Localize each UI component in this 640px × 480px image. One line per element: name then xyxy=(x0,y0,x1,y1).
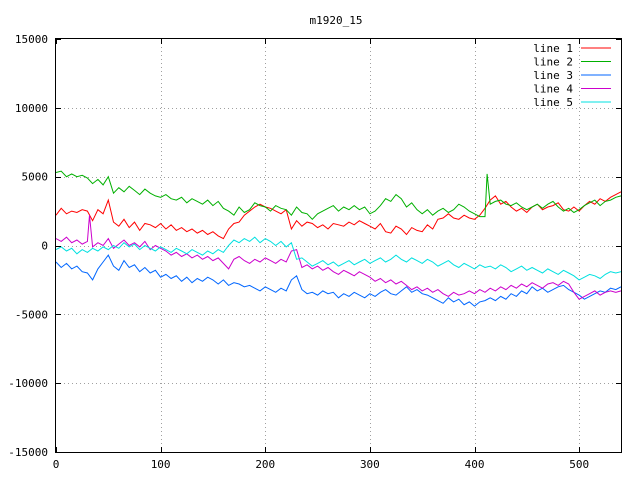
axis-ticks: 0 100 200 300 400 500 -15000 -10000 -5000 0 5000 10… xyxy=(8,33,621,471)
legend-label: line 2 xyxy=(533,56,573,69)
series-line-4 xyxy=(55,215,622,300)
series-group xyxy=(55,170,622,307)
series-line-1 xyxy=(55,191,622,240)
y-tick-label: 0 xyxy=(41,240,48,253)
x-tick-label: 0 xyxy=(53,458,60,471)
y-tick-label: -5000 xyxy=(15,308,48,321)
legend-label: line 4 xyxy=(533,83,573,96)
legend-label: line 3 xyxy=(533,69,573,82)
plot-frame xyxy=(55,38,622,453)
y-tick-label: 5000 xyxy=(22,171,49,184)
legend-label: line 1 xyxy=(533,42,573,55)
y-tick-label: 10000 xyxy=(15,102,48,115)
grid xyxy=(56,39,621,452)
x-tick-label: 300 xyxy=(360,458,380,471)
series-line-5 xyxy=(55,236,622,281)
y-tick-label: 15000 xyxy=(15,33,48,46)
x-tick-label: 500 xyxy=(569,458,589,471)
legend-label: line 5 xyxy=(533,96,573,109)
chart-title: m1920_15 xyxy=(310,14,363,27)
y-tick-label: -10000 xyxy=(8,377,48,390)
x-tick-label: 100 xyxy=(151,458,171,471)
x-tick-label: 400 xyxy=(465,458,485,471)
series-line-2 xyxy=(55,170,622,221)
y-tick-label: -15000 xyxy=(8,446,48,459)
x-tick-label: 200 xyxy=(255,458,275,471)
series-line-3 xyxy=(55,254,622,307)
